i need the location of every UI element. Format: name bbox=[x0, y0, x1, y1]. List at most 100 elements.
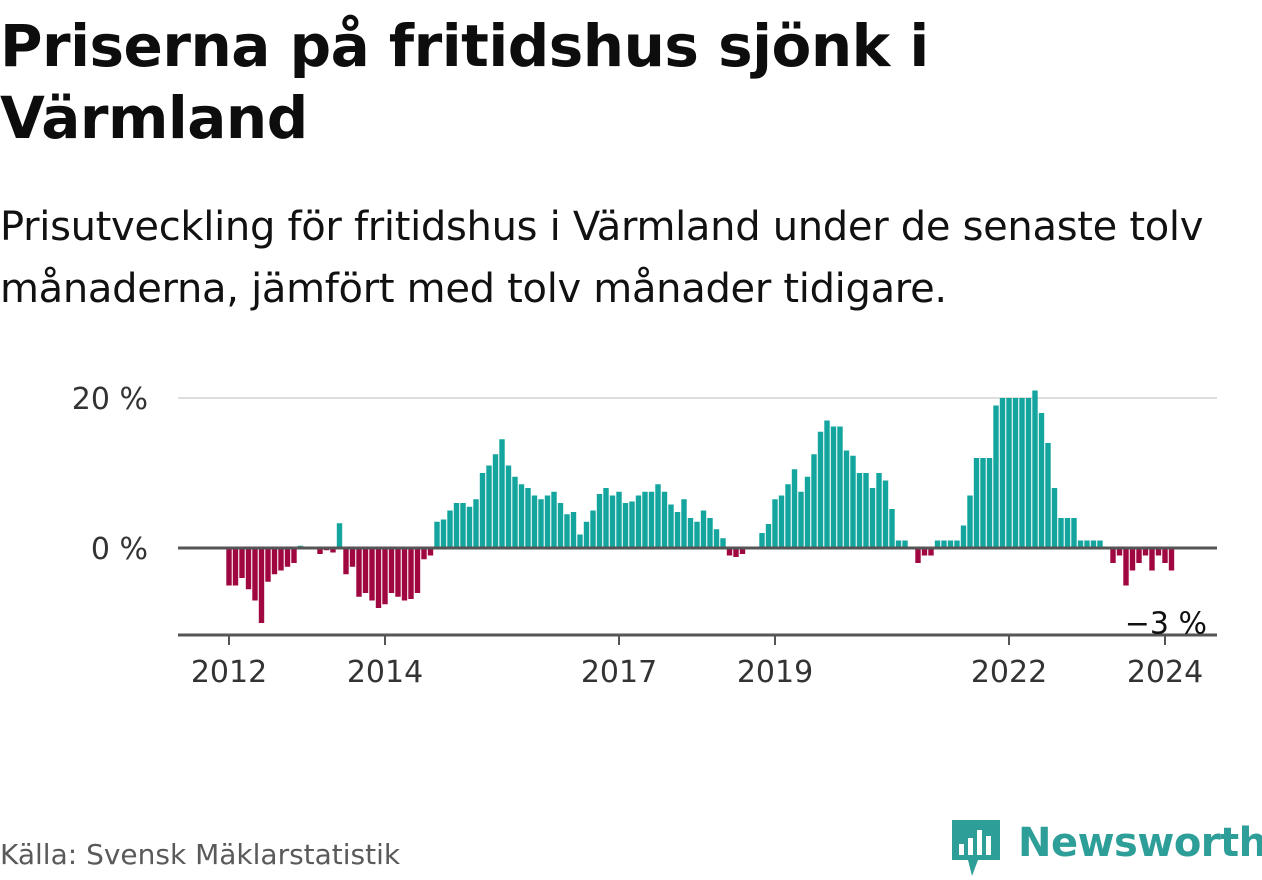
bar bbox=[830, 426, 837, 548]
bar bbox=[668, 504, 674, 548]
bar bbox=[798, 491, 804, 548]
bar bbox=[492, 454, 499, 548]
bar bbox=[655, 484, 661, 548]
bar bbox=[934, 540, 941, 548]
bar bbox=[375, 548, 382, 608]
bar bbox=[408, 548, 414, 599]
x-tick-label: 2019 bbox=[737, 655, 813, 690]
bar bbox=[973, 458, 980, 548]
bar bbox=[1071, 518, 1077, 548]
bar bbox=[850, 455, 856, 548]
axis-labels: 0 % 20 % 2012 2014 2017 2019 2022 2024 −3 % bbox=[72, 382, 1207, 690]
bar bbox=[1149, 548, 1155, 571]
bar bbox=[739, 548, 746, 554]
bar bbox=[401, 548, 408, 601]
bar bbox=[642, 491, 648, 548]
bar bbox=[271, 548, 278, 575]
bar bbox=[902, 540, 908, 548]
y-tick-label: 20 % bbox=[72, 382, 148, 417]
bar bbox=[960, 525, 967, 548]
bar bbox=[356, 548, 362, 597]
bar bbox=[765, 524, 772, 548]
bar bbox=[713, 529, 720, 548]
bar bbox=[733, 548, 739, 557]
bar bbox=[791, 469, 798, 548]
bar bbox=[1155, 548, 1162, 556]
bar bbox=[869, 488, 876, 548]
bar bbox=[1123, 548, 1129, 586]
bar bbox=[499, 439, 505, 548]
bar bbox=[707, 518, 713, 548]
bar bbox=[284, 548, 291, 567]
bar bbox=[687, 518, 694, 548]
bar bbox=[1116, 548, 1123, 556]
bar bbox=[518, 484, 525, 548]
bar bbox=[986, 458, 993, 548]
bar bbox=[447, 510, 453, 548]
bar bbox=[226, 548, 232, 586]
bar bbox=[414, 548, 421, 593]
bar bbox=[343, 548, 349, 575]
bar bbox=[1110, 548, 1116, 563]
bar bbox=[609, 495, 616, 548]
bar bbox=[824, 420, 830, 548]
x-tick-label: 2022 bbox=[971, 655, 1047, 690]
bar bbox=[505, 465, 512, 548]
bar bbox=[635, 495, 642, 548]
newsworthy-logo-icon bbox=[952, 820, 1000, 876]
x-tick-label: 2012 bbox=[191, 655, 267, 690]
chart-subtitle: Prisutveckling för fritidshus i Värmland… bbox=[0, 204, 1204, 312]
bar bbox=[460, 503, 466, 548]
bar bbox=[1025, 398, 1032, 548]
bar bbox=[427, 548, 434, 556]
bar bbox=[252, 548, 258, 601]
bar bbox=[551, 491, 557, 548]
bar bbox=[1168, 548, 1175, 571]
bar bbox=[557, 503, 564, 548]
bar bbox=[661, 491, 668, 548]
bar bbox=[1051, 488, 1058, 548]
bar bbox=[278, 548, 284, 571]
bar bbox=[1032, 390, 1038, 548]
bar bbox=[811, 454, 817, 548]
bar bbox=[1019, 398, 1025, 548]
bar bbox=[759, 533, 765, 548]
x-tick-label: 2014 bbox=[347, 655, 423, 690]
bar bbox=[421, 548, 427, 560]
bar bbox=[369, 548, 375, 601]
bar bbox=[947, 540, 954, 548]
bar bbox=[882, 480, 889, 548]
bar bbox=[245, 548, 252, 590]
bar bbox=[1136, 548, 1142, 563]
bar bbox=[817, 431, 824, 548]
bar bbox=[1097, 540, 1103, 548]
bar bbox=[590, 510, 596, 548]
bar bbox=[856, 473, 863, 548]
bar bbox=[330, 548, 336, 553]
bar bbox=[1090, 540, 1097, 548]
bar bbox=[889, 509, 895, 548]
bar bbox=[1058, 518, 1064, 548]
bar bbox=[915, 548, 921, 563]
bar bbox=[1064, 518, 1071, 548]
bar bbox=[512, 476, 518, 548]
bar bbox=[1006, 398, 1012, 548]
bar bbox=[291, 548, 297, 563]
bar bbox=[265, 548, 271, 582]
bar bbox=[720, 538, 726, 548]
latest-value-label: −3 % bbox=[1125, 607, 1207, 642]
bar bbox=[349, 548, 356, 567]
bar bbox=[1077, 540, 1084, 548]
bar bbox=[1129, 548, 1136, 571]
bar bbox=[1012, 398, 1019, 548]
bar bbox=[531, 495, 538, 548]
bar bbox=[694, 521, 700, 548]
newsworthy-brand[interactable]: Newsworthy bbox=[950, 818, 1262, 878]
bar bbox=[434, 521, 440, 548]
bar bbox=[941, 540, 947, 548]
x-tick-label: 2017 bbox=[581, 655, 657, 690]
bar bbox=[473, 499, 479, 548]
bar bbox=[616, 491, 622, 548]
source-note: Källa: Svensk Mäklarstatistik bbox=[0, 838, 401, 871]
bar bbox=[700, 510, 707, 548]
